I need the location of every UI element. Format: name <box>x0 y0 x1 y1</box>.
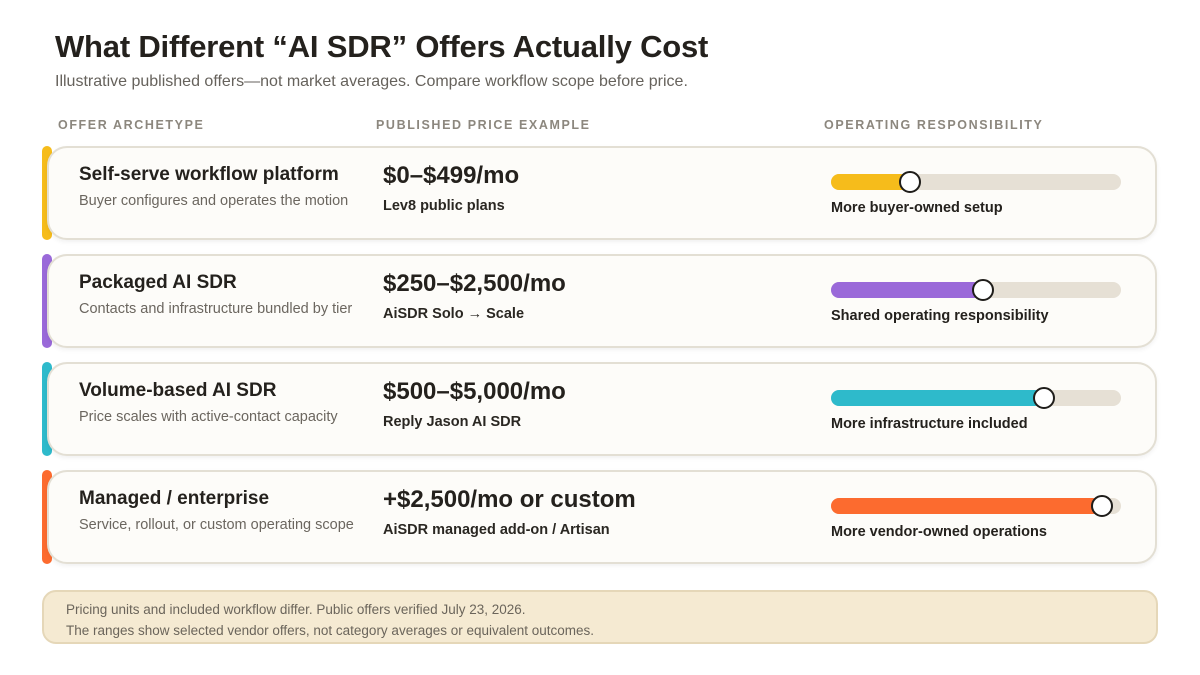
responsibility-label: More vendor-owned operations <box>831 524 1047 540</box>
responsibility-fill <box>831 174 910 190</box>
offer-card: Managed / enterprise Service, rollout, o… <box>47 470 1157 564</box>
column-header-responsibility: OPERATING RESPONSIBILITY <box>824 118 1044 132</box>
price-example: Reply Jason AI SDR <box>383 414 522 430</box>
offer-description: Service, rollout, or custom operating sc… <box>79 517 354 533</box>
offer-row: Packaged AI SDR Contacts and infrastruct… <box>42 254 1158 348</box>
price-example: AiSDR managed add-on / Artisan <box>383 522 610 538</box>
offer-card: Packaged AI SDR Contacts and infrastruct… <box>47 254 1157 348</box>
offer-row: Volume-based AI SDR Price scales with ac… <box>42 362 1158 456</box>
offer-name: Packaged AI SDR <box>79 272 237 293</box>
responsibility-fill <box>831 282 982 298</box>
offer-card: Self-serve workflow platform Buyer confi… <box>47 146 1157 240</box>
page-title: What Different “AI SDR” Offers Actually … <box>55 29 709 64</box>
price-example: AiSDR Solo → Scale <box>383 306 525 322</box>
offer-description: Price scales with active-contact capacit… <box>79 409 338 425</box>
offer-row: Self-serve workflow platform Buyer confi… <box>42 146 1158 240</box>
price-example: Lev8 public plans <box>383 198 505 214</box>
offer-card: Volume-based AI SDR Price scales with ac… <box>47 362 1157 456</box>
offer-description: Contacts and infrastructure bundled by t… <box>79 301 353 317</box>
footnote-line: The ranges show selected vendor offers, … <box>66 623 595 638</box>
offer-name: Self-serve workflow platform <box>79 164 339 185</box>
responsibility-marker <box>971 279 994 301</box>
responsibility-marker <box>1032 387 1055 409</box>
responsibility-track <box>831 171 1121 193</box>
footnote-line: Pricing units and included workflow diff… <box>66 602 526 617</box>
responsibility-label: Shared operating responsibility <box>831 308 1049 324</box>
offer-row: Managed / enterprise Service, rollout, o… <box>42 470 1158 564</box>
responsibility-track <box>831 495 1121 517</box>
responsibility-track <box>831 279 1121 301</box>
responsibility-fill <box>831 498 1101 514</box>
responsibility-label: More infrastructure included <box>831 416 1028 432</box>
responsibility-fill <box>831 390 1043 406</box>
price-range: $250–$2,500/mo <box>383 270 566 297</box>
responsibility-track <box>831 387 1121 409</box>
offer-name: Managed / enterprise <box>79 488 270 509</box>
price-range: $0–$499/mo <box>383 162 520 189</box>
column-header-price: PUBLISHED PRICE EXAMPLE <box>376 118 591 132</box>
price-range: +$2,500/mo or custom <box>383 486 636 513</box>
offer-name: Volume-based AI SDR <box>79 380 277 401</box>
price-range: $500–$5,000/mo <box>383 378 566 405</box>
responsibility-label: More buyer-owned setup <box>831 200 1003 216</box>
footnote-box: Pricing units and included workflow diff… <box>42 590 1158 644</box>
page-subtitle: Illustrative published offers—not market… <box>55 73 688 90</box>
offer-description: Buyer configures and operates the motion <box>79 193 349 209</box>
column-header-archetype: OFFER ARCHETYPE <box>58 118 205 132</box>
responsibility-marker <box>899 171 922 193</box>
responsibility-marker <box>1090 495 1113 517</box>
